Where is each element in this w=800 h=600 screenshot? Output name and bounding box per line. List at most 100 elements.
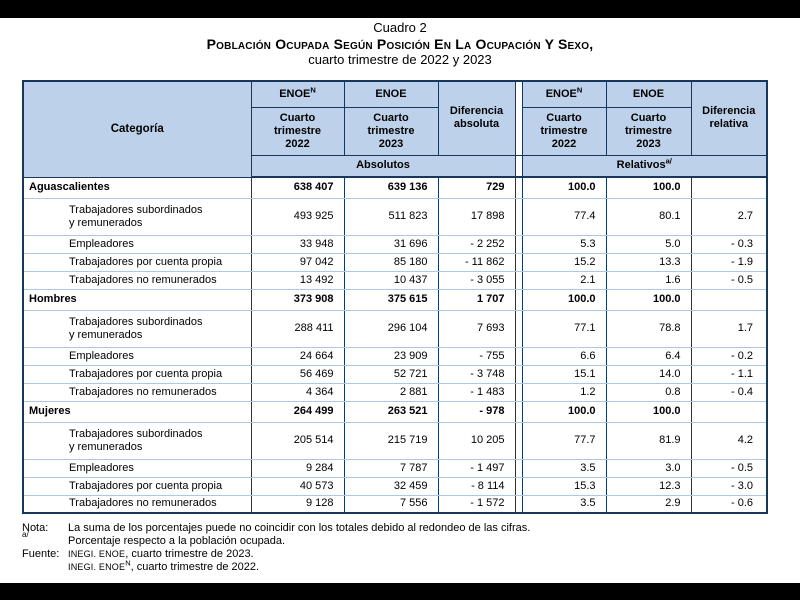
cell-value: 6.6	[521, 347, 607, 366]
cell-value: 17 898	[437, 198, 516, 236]
col-header-line: Cuarto	[279, 111, 316, 124]
cell-value: 7 693	[437, 310, 516, 348]
cell-value: 10 437	[343, 271, 439, 290]
cell-value: 205 514	[250, 422, 345, 460]
enoe-superscript: N	[576, 85, 583, 95]
col-header-enoe-abs: ENOE	[343, 80, 439, 108]
row-label-line: Trabajadores subordinados	[69, 315, 203, 328]
col-header-dif-rel: Diferencia relativa	[690, 80, 768, 156]
band-relativos-label: Relativos	[616, 159, 666, 172]
cell-value: - 1 572	[437, 495, 516, 514]
bottom-frame-bar	[0, 583, 800, 600]
cell-value: - 1.9	[690, 253, 768, 272]
row-label-line: Trabajadores por cuenta propia	[69, 255, 223, 268]
cell-value: 77.7	[521, 422, 607, 460]
cell-value: 4 364	[250, 383, 345, 402]
note-label: Nota:	[22, 522, 49, 534]
table-row: Trabajadores no remunerados 4 364 2 881- 1…	[22, 383, 768, 402]
cell-value: 2.1	[521, 271, 607, 290]
row-label: Trabajadores no remunerados	[22, 495, 252, 514]
reference-line: a/ Porcentaje respecto a la población oc…	[22, 531, 780, 548]
table-row: Trabajadores por cuenta propia 56 469 52 7…	[22, 365, 768, 384]
cell-value: 80.1	[605, 198, 692, 236]
cell-value: - 3 055	[437, 271, 516, 290]
total-value: 638 407	[250, 176, 345, 199]
column-spacer	[514, 271, 523, 290]
total-value: 100.0	[521, 176, 607, 199]
table-row: Empleadores 33 948 31 696- 2 252 5.3 5.0- 0.…	[22, 235, 768, 254]
table-row: Trabajadores no remunerados 13 492 10 437-…	[22, 271, 768, 290]
cell-value: 0.8	[605, 383, 692, 402]
cell-value: 13 492	[250, 271, 345, 290]
cell-value: 32 459	[343, 477, 439, 496]
row-label-line: Trabajadores subordinados	[69, 203, 203, 216]
column-spacer	[514, 495, 523, 514]
row-label: Trabajadores no remunerados	[22, 271, 252, 290]
source-text-rest: , cuarto trimestre de 2022.	[130, 561, 260, 573]
total-value	[690, 400, 768, 423]
total-value: 375 615	[343, 288, 439, 311]
col-header-line: absoluta	[453, 118, 500, 131]
cell-value: 288 411	[250, 310, 345, 348]
enoe-superscript: N	[310, 85, 316, 95]
cell-value: - 3 748	[437, 365, 516, 384]
cell-value: - 0.4	[690, 383, 768, 402]
total-value: 729	[437, 176, 516, 199]
cell-value: - 0.5	[690, 271, 768, 290]
row-label-line: Trabajadores no remunerados	[69, 497, 217, 510]
source-text-rest: , cuarto trimestre de 2023.	[125, 548, 254, 560]
cell-value: 40 573	[250, 477, 345, 496]
cell-value: 3.5	[521, 459, 607, 478]
cell-value: 2.9	[605, 495, 692, 514]
col-header-q4-2023-abs: Cuarto trimestre 2023	[343, 106, 439, 156]
cell-value: 77.1	[521, 310, 607, 348]
col-header-dif-abs: Diferencia absoluta	[437, 80, 516, 156]
source-line-1: Fuente: INEGI. ENOE, cuarto trimestre de…	[22, 548, 780, 561]
table-row-section: Aguascalientes 638 407 639 136 729 100.0 100.…	[22, 176, 768, 199]
cell-value: - 0.5	[690, 459, 768, 478]
table-number: Cuadro 2	[373, 20, 427, 35]
enoe-label: ENOE	[279, 87, 311, 100]
column-spacer	[514, 154, 523, 178]
column-spacer	[514, 383, 523, 402]
reference-text: Porcentaje respecto a la población ocupa…	[68, 535, 286, 547]
col-header-line: trimestre	[367, 124, 415, 137]
cell-value: 6.4	[605, 347, 692, 366]
row-label-line: Trabajadores por cuenta propia	[69, 479, 223, 492]
column-spacer	[514, 310, 523, 348]
total-value: 100.0	[605, 400, 692, 423]
cell-value: 3.5	[521, 495, 607, 514]
col-header-line: trimestre	[540, 124, 588, 137]
cell-value: 15.1	[521, 365, 607, 384]
row-label-line: Empleadores	[69, 349, 134, 362]
cell-value: 5.3	[521, 235, 607, 254]
cell-value: 511 823	[343, 198, 439, 236]
cell-value: - 1.1	[690, 365, 768, 384]
row-label-line: Empleadores	[69, 237, 134, 250]
column-spacer	[514, 400, 523, 423]
total-value: 100.0	[605, 176, 692, 199]
row-label: Trabajadores por cuenta propia	[22, 365, 252, 384]
title-block: Cuadro 2 Población Ocupada Según Posició…	[0, 20, 800, 68]
column-spacer	[514, 477, 523, 496]
col-header-line: 2022	[551, 137, 577, 150]
note-text: La suma de los porcentajes puede no coin…	[68, 522, 531, 534]
cell-value: 15.3	[521, 477, 607, 496]
col-header-line: Cuarto	[630, 111, 667, 124]
col-header-line: 2023	[636, 137, 661, 150]
cell-value: 2.7	[690, 198, 768, 236]
reference-label: a/	[22, 530, 29, 539]
column-spacer	[514, 198, 523, 236]
cell-value: 85 180	[343, 253, 439, 272]
row-label: Empleadores	[22, 459, 252, 478]
cell-value: 1.2	[521, 383, 607, 402]
row-label-line: Trabajadores subordinados	[69, 427, 203, 440]
col-header-line: trimestre	[273, 124, 322, 137]
table-row: Trabajadores por cuenta propia 40 573 32 4…	[22, 477, 768, 496]
cell-value: - 8 114	[437, 477, 516, 496]
top-frame-bar	[0, 0, 800, 18]
section-label: Aguascalientes	[22, 176, 252, 199]
cell-value: 1.6	[605, 271, 692, 290]
page-title: Población Ocupada Según Posición En La O…	[206, 36, 594, 52]
column-spacer	[514, 235, 523, 254]
